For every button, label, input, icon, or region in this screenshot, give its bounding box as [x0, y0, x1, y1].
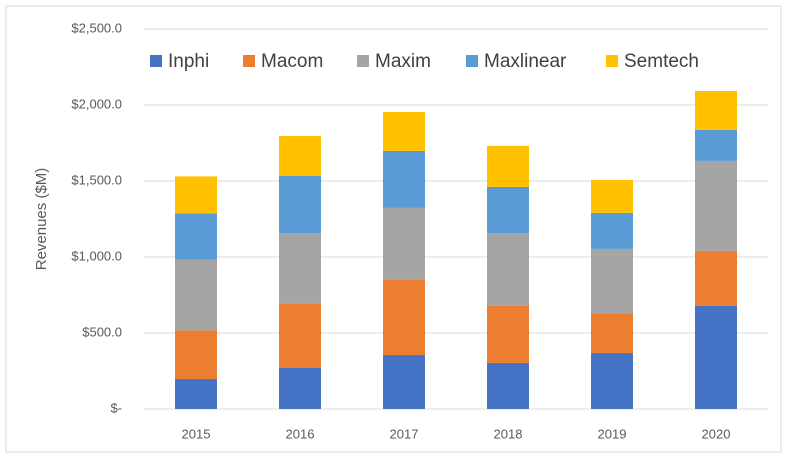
bar-segment [383, 207, 425, 280]
bar-segment [279, 175, 321, 233]
x-tick-label: 2015 [182, 426, 211, 441]
bar-segment [695, 91, 737, 130]
bar-segment [175, 176, 217, 214]
bar-segment [695, 250, 737, 306]
bar-segment [175, 259, 217, 331]
y-tick-label: $2,000.0 [71, 96, 122, 111]
x-tick-label: 2019 [598, 426, 627, 441]
legend-swatch [243, 55, 255, 67]
x-tick-label: 2016 [286, 426, 315, 441]
legend-swatch [150, 55, 162, 67]
bar-segment [487, 145, 529, 187]
bar-segment [487, 305, 529, 363]
y-tick-label: $- [110, 400, 122, 415]
legend-swatch [606, 55, 618, 67]
legend-label: Maxlinear [484, 51, 567, 72]
y-tick-label: $2,500.0 [71, 20, 122, 35]
bar-segment [175, 379, 217, 409]
y-axis-label: Revenues ($M) [33, 168, 50, 271]
y-tick-label: $1,000.0 [71, 248, 122, 263]
legend-label: Inphi [168, 51, 209, 72]
bar-segment [383, 111, 425, 151]
y-tick-label: $1,500.0 [71, 172, 122, 187]
bar-segment [175, 330, 217, 380]
bar-segment [695, 129, 737, 161]
bar-segment [383, 279, 425, 356]
bar-segment [591, 248, 633, 314]
bar-segment [487, 232, 529, 306]
bar-segment [591, 353, 633, 409]
bar-segment [383, 150, 425, 208]
bar-segment [487, 186, 529, 233]
bar-segment [591, 212, 633, 249]
legend-label: Maxim [375, 51, 431, 72]
legend-label: Macom [261, 51, 323, 72]
bar-segment [383, 355, 425, 409]
legend-swatch [357, 55, 369, 67]
bar-segment [487, 362, 529, 409]
legend-label: Semtech [624, 51, 699, 72]
bar-segment [279, 303, 321, 368]
bar-segment [279, 136, 321, 176]
bar-segment [279, 232, 321, 304]
bar-segment [591, 314, 633, 354]
bar-segment [279, 367, 321, 409]
bar-segment [695, 305, 737, 409]
x-tick-label: 2020 [702, 426, 731, 441]
legend-swatch [466, 55, 478, 67]
x-tick-label: 2018 [494, 426, 523, 441]
bar-segment [591, 179, 633, 213]
y-tick-label: $500.0 [82, 324, 122, 339]
bar-segment [695, 160, 737, 251]
bar-segment [175, 213, 217, 260]
x-tick-label: 2017 [390, 426, 419, 441]
